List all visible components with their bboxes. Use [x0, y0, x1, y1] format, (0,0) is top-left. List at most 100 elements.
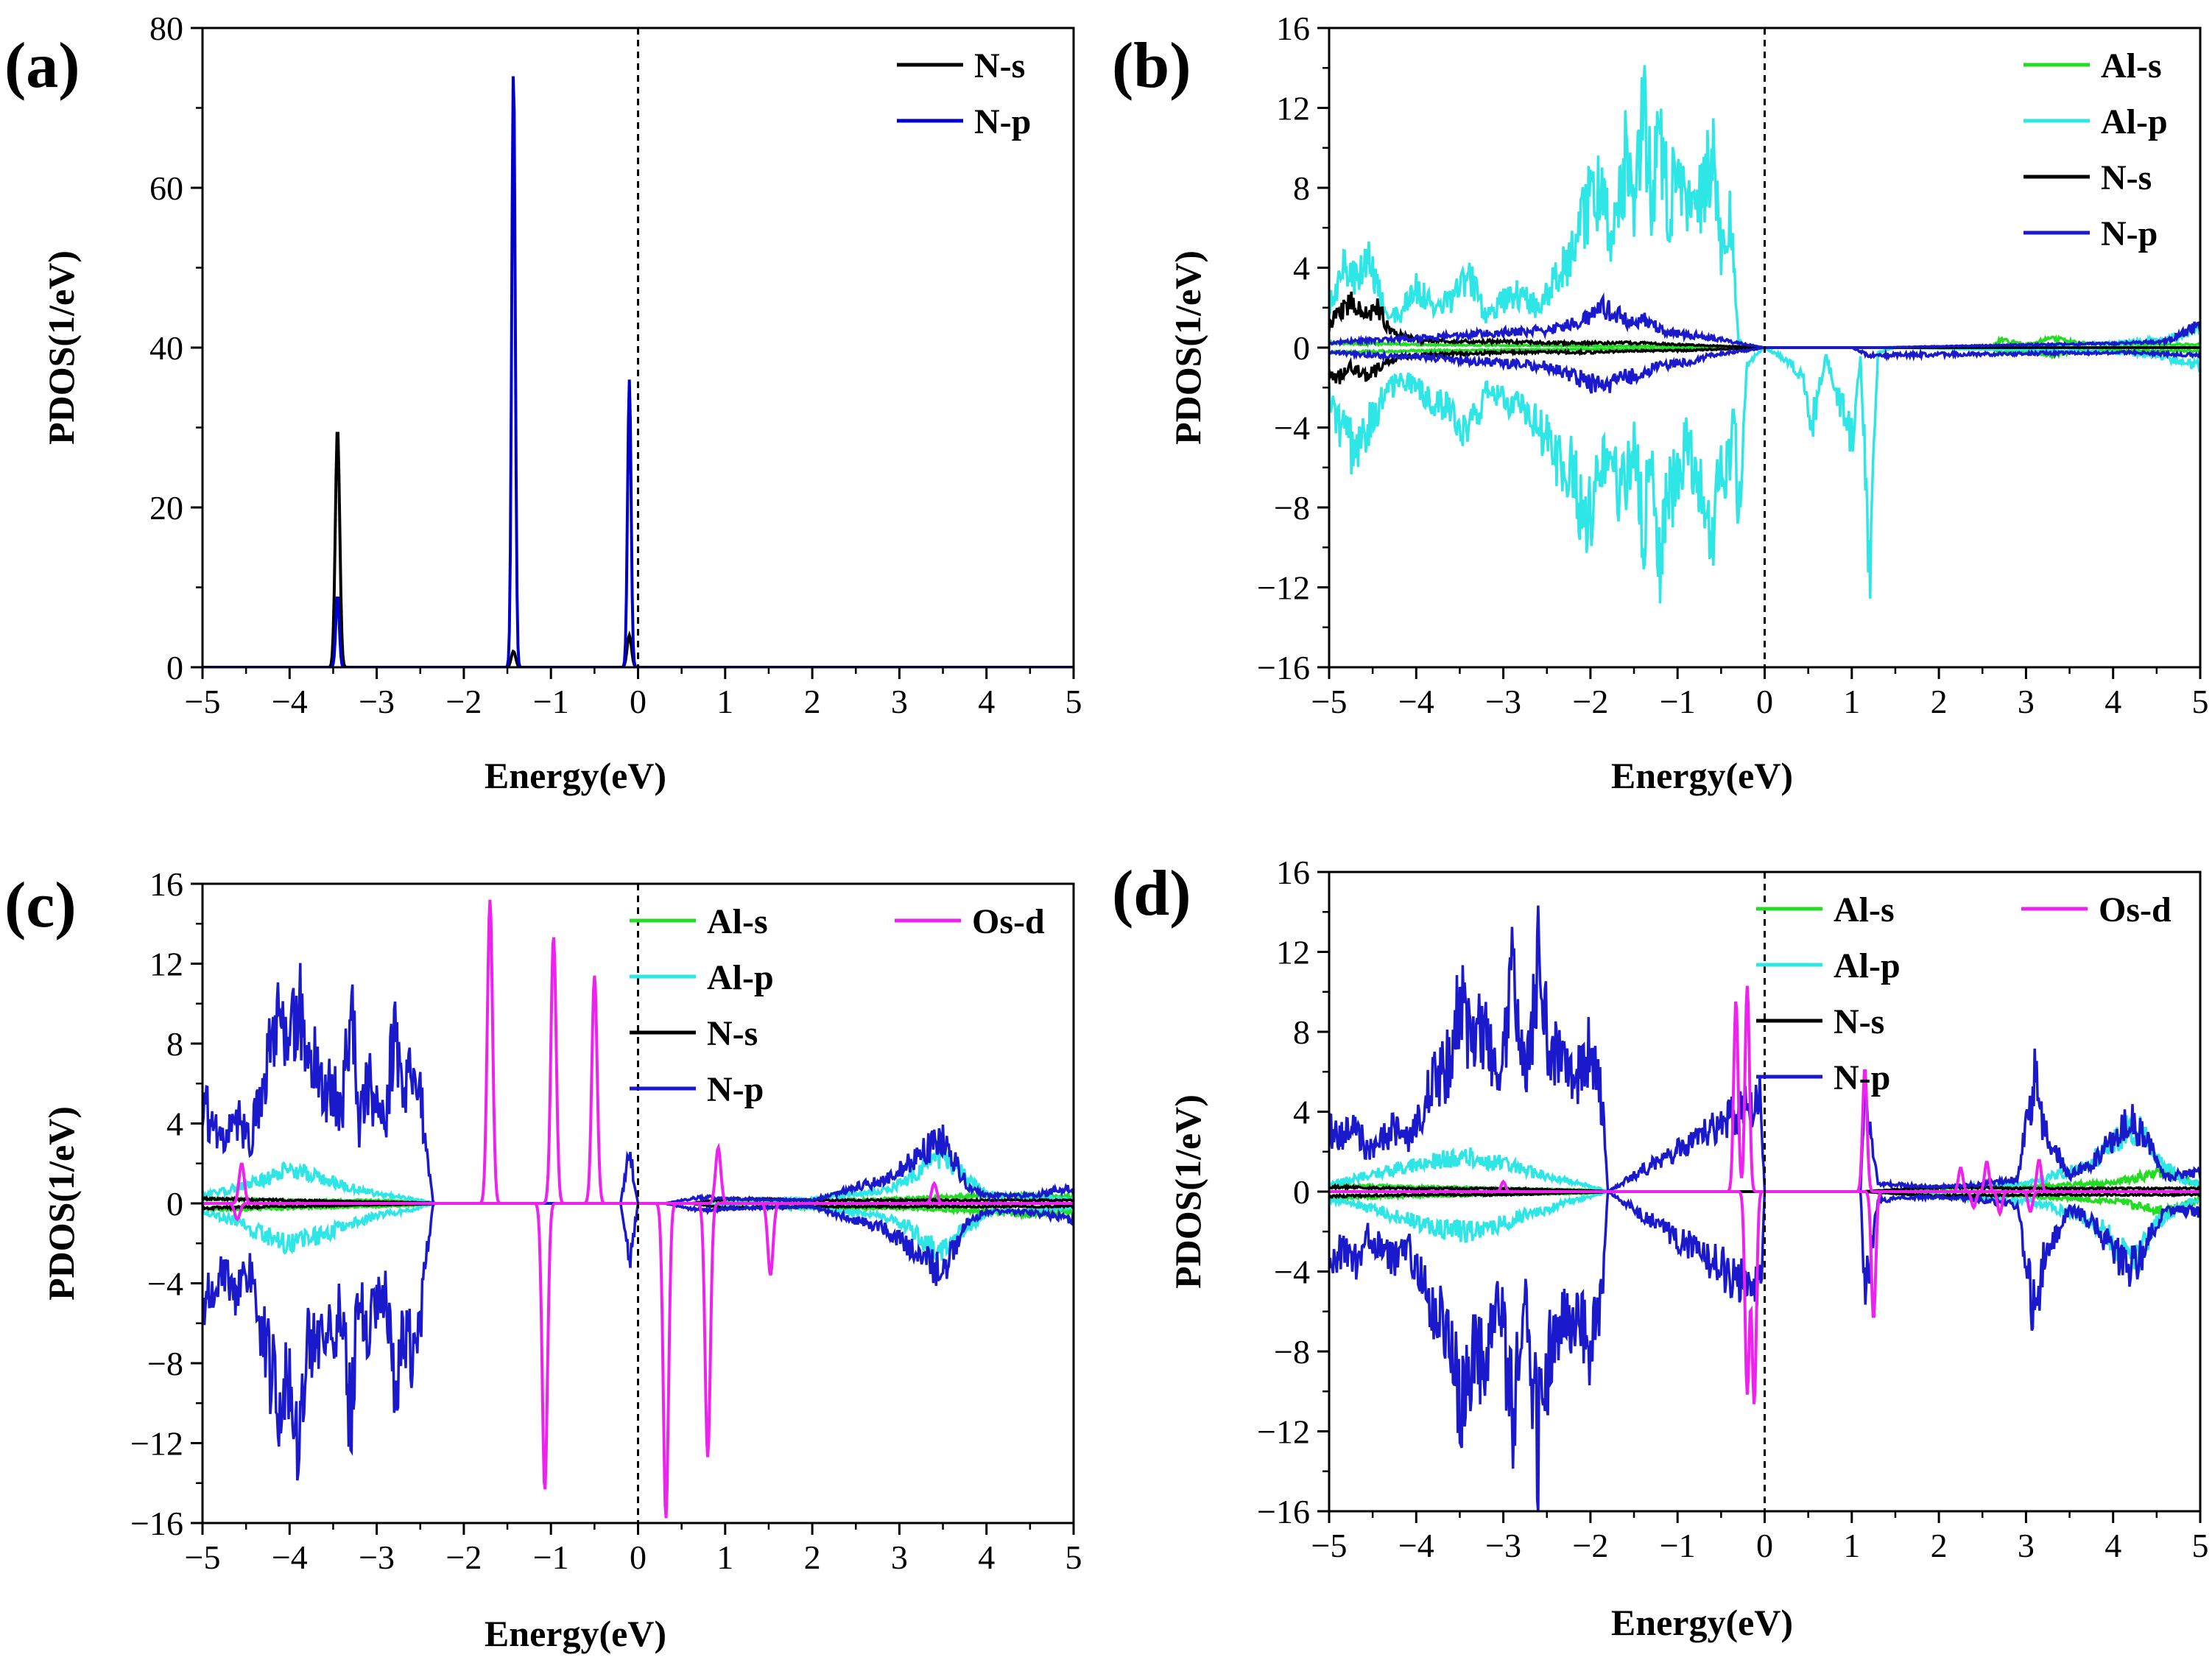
x-tick-label: −2: [445, 683, 482, 720]
x-tick-label: 2: [804, 683, 821, 720]
y-tick-label: −8: [1274, 489, 1310, 527]
x-tick-label: 3: [2018, 1527, 2035, 1564]
legend-label-al-p: Al-p: [707, 958, 774, 997]
panel-c: −5 −4 −3 −2 −1 0 1 2 3 4 5−16−12−8−40481216Energy(…: [4, 865, 1082, 1654]
x-tick-label: 1: [716, 683, 733, 720]
panel-d: −5 −4 −3 −2 −1 0 1 2 3 4 5−16−12−8−40481216Energy(…: [1112, 854, 2209, 1643]
legend-label-n-p: N-p: [974, 102, 1031, 141]
x-tick-label: 4: [978, 1538, 995, 1576]
panel-label: (b): [1112, 30, 1191, 102]
x-tick-label: −4: [272, 683, 308, 720]
legend: Al-s Os-d Al-p N-s N-p: [1756, 890, 2172, 1097]
plot-area: [1329, 905, 2200, 1511]
legend-label-os-d: Os-d: [972, 902, 1045, 941]
y-tick-label: 40: [149, 329, 183, 367]
x-tick-label: −3: [1485, 683, 1521, 720]
y-tick-label: −16: [1257, 1493, 1310, 1530]
y-tick-label: −4: [147, 1265, 183, 1303]
x-tick-label: 5: [2192, 1527, 2209, 1564]
x-tick-label: −1: [1660, 1527, 1696, 1564]
y-tick-label: −4: [1274, 409, 1310, 447]
x-tick-label: −1: [533, 683, 569, 720]
legend: Al-s Os-d Al-p N-s N-p: [630, 902, 1045, 1109]
legend-label-n-s: N-s: [707, 1014, 758, 1053]
panel-label: (a): [4, 30, 80, 102]
y-tick-label: −12: [130, 1425, 183, 1463]
x-tick-label: 0: [1756, 1527, 1773, 1564]
x-axis-title: Energy(eV): [485, 755, 666, 796]
y-tick-label: 12: [1276, 934, 1310, 971]
x-tick-label: −4: [1398, 683, 1434, 720]
legend-label-n-p: N-p: [1834, 1058, 1890, 1097]
panel-label: (c): [4, 870, 77, 941]
x-axis-title: Energy(eV): [1611, 1602, 1793, 1643]
panel-b: −5 −4 −3 −2 −1 0 1 2 3 4 5−16−12−8−40481216Energy(…: [1112, 10, 2209, 796]
x-tick-label: 3: [891, 683, 908, 720]
legend-label-n-s: N-s: [1834, 1002, 1884, 1041]
x-tick-label: −3: [359, 1538, 395, 1576]
x-tick-label: −5: [185, 1538, 221, 1576]
legend-label-n-p: N-p: [707, 1070, 764, 1109]
x-tick-label: 2: [1931, 683, 1948, 720]
x-tick-label: 4: [2104, 1527, 2121, 1564]
x-tick-label: 1: [1843, 683, 1860, 720]
y-tick-label: 0: [166, 1185, 183, 1223]
legend: Al-s Al-p N-s N-p: [2023, 46, 2168, 253]
y-tick-label: 16: [1276, 854, 1310, 891]
y-tick-label: 60: [149, 169, 183, 207]
y-tick-label: −8: [147, 1345, 183, 1382]
x-tick-label: 2: [804, 1538, 821, 1576]
panel-label: (d): [1112, 858, 1191, 929]
y-tick-label: 4: [1293, 1094, 1310, 1131]
x-tick-label: 0: [630, 683, 647, 720]
y-tick-label: 20: [149, 489, 183, 527]
x-tick-label: 5: [1066, 683, 1082, 720]
y-axis-title: PDOS(1/eV): [40, 250, 82, 445]
y-tick-label: −12: [1257, 569, 1310, 607]
y-tick-label: 8: [1293, 169, 1310, 207]
y-axis-title: PDOS(1/eV): [40, 1106, 82, 1301]
y-tick-label: −12: [1257, 1413, 1310, 1451]
x-tick-label: 3: [2018, 683, 2035, 720]
y-tick-label: −8: [1274, 1333, 1310, 1371]
y-tick-label: 12: [1276, 90, 1310, 127]
x-tick-label: 5: [1066, 1538, 1082, 1576]
y-tick-label: 16: [1276, 10, 1310, 47]
legend-label-al-s: Al-s: [707, 902, 768, 941]
y-tick-label: 0: [1293, 329, 1310, 367]
x-tick-label: 0: [1756, 683, 1773, 720]
x-tick-label: −5: [1311, 683, 1348, 720]
legend-label-n-p: N-p: [2101, 214, 2158, 253]
x-axis-title: Energy(eV): [485, 1613, 666, 1654]
y-tick-label: 0: [1293, 1173, 1310, 1211]
x-tick-label: −5: [185, 683, 221, 720]
legend-label-al-p: Al-p: [1834, 946, 1901, 985]
legend-label-os-d: Os-d: [2099, 890, 2172, 929]
x-tick-label: 3: [891, 1538, 908, 1576]
y-tick-label: 4: [1293, 250, 1310, 287]
legend-label-n-s: N-s: [2101, 158, 2152, 197]
x-tick-label: −4: [272, 1538, 308, 1576]
x-tick-label: −3: [359, 683, 395, 720]
legend: N-s N-p: [897, 46, 1031, 141]
legend-label-n-s: N-s: [974, 46, 1025, 85]
legend-label-al-s: Al-s: [1834, 890, 1895, 929]
x-tick-label: 5: [2192, 683, 2209, 720]
x-tick-label: −1: [1660, 683, 1696, 720]
y-tick-label: −16: [1257, 649, 1310, 686]
legend-label-al-p: Al-p: [2101, 102, 2168, 141]
y-tick-label: 12: [149, 946, 183, 983]
x-tick-label: 2: [1931, 1527, 1948, 1564]
x-tick-label: −4: [1398, 1527, 1434, 1564]
x-tick-label: −5: [1311, 1527, 1348, 1564]
x-tick-label: 1: [716, 1538, 733, 1576]
x-axis-title: Energy(eV): [1611, 755, 1793, 796]
x-tick-label: −2: [445, 1538, 482, 1576]
x-tick-label: 4: [2104, 683, 2121, 720]
x-tick-label: 0: [630, 1538, 647, 1576]
legend-label-al-s: Al-s: [2101, 46, 2162, 85]
y-tick-label: 4: [166, 1105, 183, 1143]
y-tick-label: −16: [130, 1505, 183, 1542]
y-tick-label: −4: [1274, 1253, 1310, 1291]
